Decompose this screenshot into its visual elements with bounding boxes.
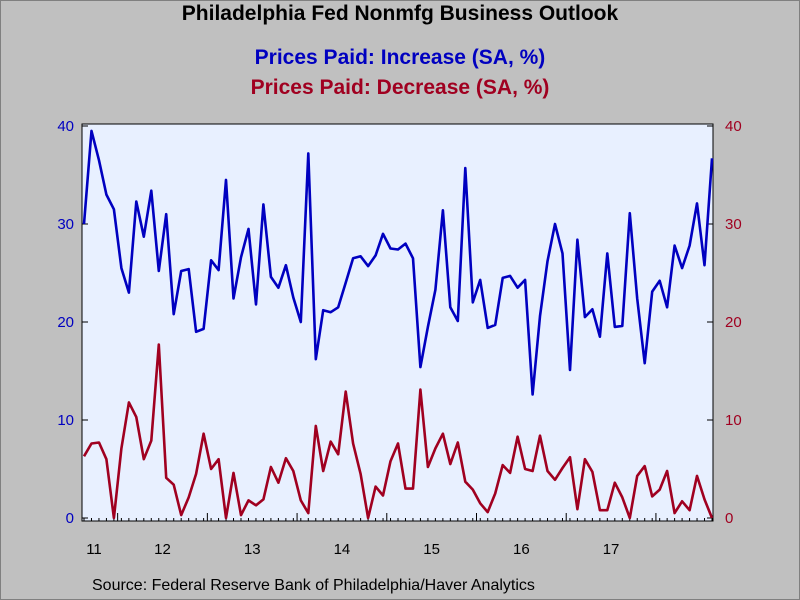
y-right-tick-label: 0: [725, 510, 733, 527]
y-right-tick-label: 20: [725, 314, 742, 331]
x-tick-label: 16: [513, 541, 530, 558]
y-left-tick-label: 10: [57, 412, 74, 429]
x-tick-label: 15: [423, 541, 440, 558]
y-right-tick-label: 30: [725, 216, 742, 233]
chart-title: Philadelphia Fed Nonmfg Business Outlook: [181, 2, 619, 25]
x-tick-label: 13: [244, 541, 261, 558]
series-decrease-label: Prices Paid: Decrease (SA, %): [250, 76, 550, 99]
source-note: Source: Federal Reserve Bank of Philadel…: [92, 577, 535, 594]
x-tick-label: 14: [334, 541, 351, 558]
y-left-tick-label: 40: [57, 118, 74, 135]
x-tick-label: 12: [154, 541, 171, 558]
y-left-tick-label: 20: [57, 314, 74, 331]
series-increase-line: [82, 129, 714, 396]
series-increase-label: Prices Paid: Increase (SA, %): [254, 46, 546, 69]
y-right-tick-label: 10: [725, 412, 742, 429]
x-tick-label: 11: [86, 541, 102, 558]
y-left-tick-label: 30: [57, 216, 74, 233]
plot-area: [81, 123, 714, 522]
x-tick-label: 17: [603, 541, 620, 558]
series-decrease-line: [82, 343, 714, 520]
y-left-tick-label: 0: [66, 510, 74, 527]
y-right-tick-label: 40: [725, 118, 742, 135]
